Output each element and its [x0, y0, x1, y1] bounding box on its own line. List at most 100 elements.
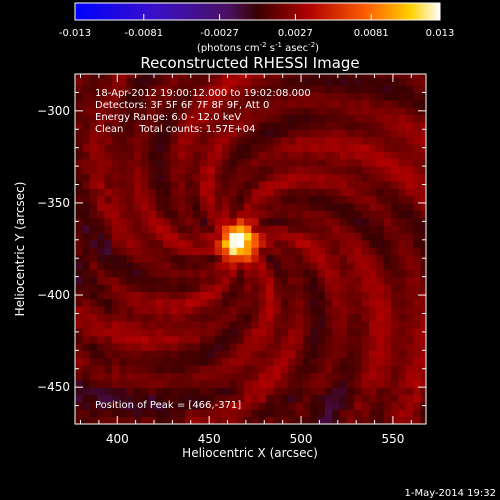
- heatmap-cell: [141, 342, 150, 351]
- heatmap-cell: [251, 254, 260, 263]
- heatmap-cell: [75, 313, 83, 322]
- heatmap-cell: [317, 401, 326, 410]
- heatmap-cell: [361, 188, 370, 197]
- heatmap-cell: [185, 357, 194, 366]
- heatmap-cell: [163, 166, 172, 175]
- heatmap-cell: [258, 350, 267, 359]
- heatmap-cell: [199, 335, 208, 344]
- heatmap-cell: [266, 99, 275, 108]
- heatmap-cell: [251, 247, 260, 256]
- heatmap-cell: [222, 350, 230, 359]
- heatmap-cell: [236, 114, 245, 123]
- heatmap-cell: [280, 350, 289, 359]
- heatmap-cell: [82, 151, 91, 160]
- heatmap-cell: [82, 409, 91, 418]
- heatmap-cell: [126, 173, 135, 182]
- heatmap-cell: [361, 239, 370, 248]
- heatmap-cell: [111, 276, 120, 285]
- heatmap-cell: [192, 335, 201, 344]
- heatmap-cell: [244, 114, 253, 123]
- heatmap-cell: [317, 291, 326, 300]
- heatmap-cell: [295, 394, 304, 403]
- heatmap-cell: [104, 401, 113, 410]
- heatmap-cell: [148, 158, 157, 167]
- heatmap-cell: [111, 92, 120, 101]
- heatmap-cell: [214, 320, 223, 329]
- heatmap-cell: [111, 99, 120, 108]
- heatmap-cell: [126, 85, 135, 94]
- heatmap-cell: [383, 313, 392, 322]
- heatmap-cell: [214, 202, 223, 211]
- heatmap-cell: [82, 210, 91, 219]
- heatmap-cell: [89, 328, 98, 337]
- heatmap-cell: [207, 232, 216, 241]
- heatmap-cell: [302, 416, 311, 424]
- heatmap-cell: [214, 328, 223, 337]
- heatmap-cell: [141, 144, 150, 152]
- heatmap-cell: [354, 151, 363, 160]
- heatmap-cell: [383, 291, 392, 300]
- heatmap-cell: [111, 107, 120, 116]
- heatmap-cell: [317, 129, 326, 138]
- y-tick-label: −400: [37, 288, 70, 302]
- heatmap-cell: [413, 394, 422, 403]
- heatmap-cell: [391, 320, 400, 329]
- heatmap-cell: [376, 313, 385, 322]
- heatmap-cell: [332, 335, 341, 344]
- heatmap-cell: [111, 387, 120, 396]
- heatmap-cell: [369, 136, 377, 145]
- heatmap-cell: [251, 401, 260, 410]
- heatmap-cell: [244, 74, 253, 79]
- heatmap-cell: [229, 269, 238, 278]
- heatmap-cell: [163, 247, 172, 256]
- heatmap-cell: [177, 92, 186, 101]
- heatmap-cell: [126, 188, 135, 197]
- heatmap-cell: [214, 114, 223, 123]
- heatmap-cell: [339, 114, 348, 123]
- heatmap-cell: [266, 416, 275, 424]
- heatmap-cell: [346, 320, 355, 329]
- heatmap-cell: [133, 151, 142, 160]
- heatmap-cell: [383, 298, 392, 307]
- heatmap-cell: [280, 151, 289, 160]
- heatmap-cell: [192, 217, 201, 226]
- heatmap-cell: [236, 350, 245, 359]
- heatmap-cell: [185, 151, 194, 160]
- heatmap-cell: [170, 335, 179, 344]
- heatmap-cell: [295, 217, 304, 226]
- heatmap-cell: [266, 217, 275, 226]
- heatmap-cell: [280, 77, 289, 86]
- heatmap-cell: [258, 269, 267, 278]
- heatmap-cell: [391, 121, 400, 130]
- heatmap-cell: [222, 357, 230, 366]
- heatmap-cell: [207, 291, 216, 300]
- heatmap-cell: [317, 173, 326, 182]
- heatmap-cell: [258, 372, 267, 381]
- heatmap-cell: [273, 195, 282, 204]
- heatmap-cell: [177, 254, 186, 263]
- heatmap-cell: [192, 99, 201, 108]
- heatmap-cell: [155, 387, 164, 396]
- heatmap-cell: [222, 269, 230, 278]
- heatmap-cell: [89, 173, 98, 182]
- heatmap-cell: [280, 357, 289, 366]
- heatmap-cell: [273, 342, 282, 351]
- heatmap-cell: [354, 372, 363, 381]
- heatmap-cell: [236, 394, 245, 403]
- heatmap-cell: [405, 394, 414, 403]
- heatmap-cell: [383, 284, 392, 292]
- heatmap-cell: [236, 188, 245, 197]
- heatmap-cell: [324, 195, 333, 204]
- heatmap-cell: [295, 269, 304, 278]
- heatmap-cell: [420, 121, 426, 130]
- heatmap-cell: [369, 129, 377, 138]
- heatmap-cell: [111, 85, 120, 94]
- heatmap-cell: [207, 158, 216, 167]
- heatmap-cell: [199, 350, 208, 359]
- heatmap-cell: [295, 313, 304, 322]
- heatmap-cell: [133, 225, 142, 234]
- heatmap-cell: [119, 92, 128, 101]
- heatmap-cell: [236, 239, 245, 248]
- heatmap-cell: [141, 85, 150, 94]
- heatmap-cell: [405, 158, 414, 167]
